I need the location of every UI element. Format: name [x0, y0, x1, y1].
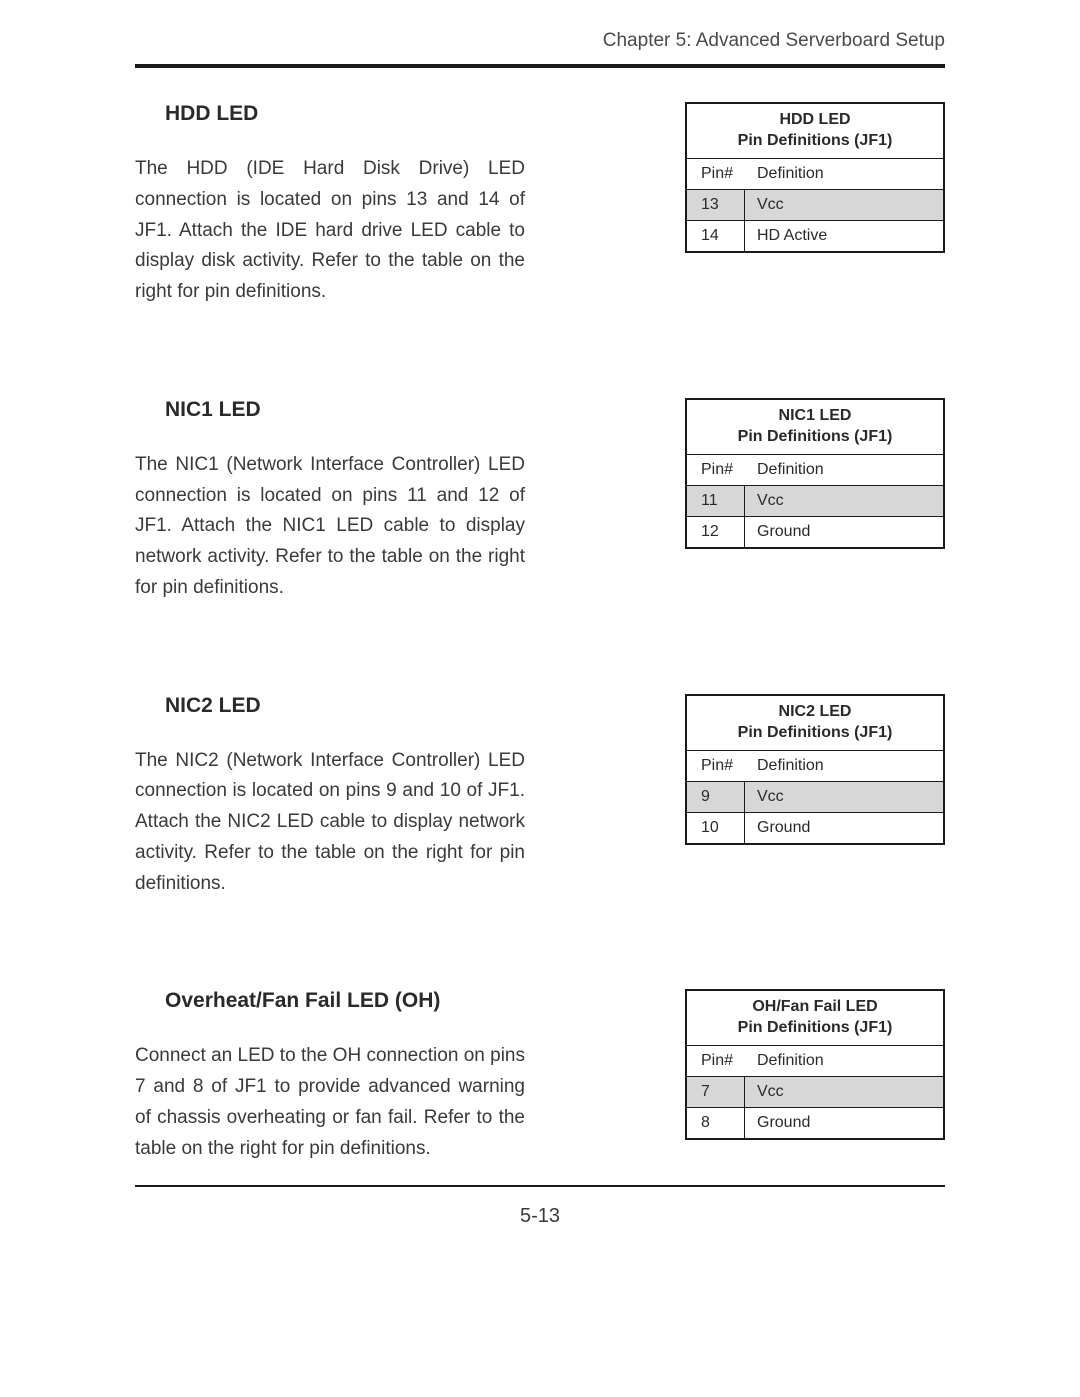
- table-row: 10Ground: [687, 813, 943, 843]
- table-header-row: Pin#Definition: [687, 455, 943, 486]
- col-pin-header: Pin#: [687, 751, 745, 781]
- cell-definition: Ground: [745, 813, 943, 843]
- page-number: 5-13: [135, 1205, 945, 1228]
- col-def-header: Definition: [745, 1046, 943, 1076]
- table-caption-1: NIC2 LED: [687, 696, 943, 724]
- section-body: Connect an LED to the OH connection on p…: [135, 1041, 525, 1164]
- col-pin-header: Pin#: [687, 159, 745, 189]
- section-table-col: NIC2 LEDPin Definitions (JF1)Pin#Definit…: [685, 694, 945, 845]
- section-table-col: HDD LEDPin Definitions (JF1)Pin#Definiti…: [685, 102, 945, 253]
- table-row: 13Vcc: [687, 190, 943, 221]
- table-row: 9Vcc: [687, 782, 943, 813]
- pin-table: OH/Fan Fail LEDPin Definitions (JF1)Pin#…: [685, 989, 945, 1140]
- table-row: 8Ground: [687, 1108, 943, 1138]
- section-3: Overheat/Fan Fail LED (OH) Connect an LED…: [135, 989, 945, 1164]
- table-header-row: Pin#Definition: [687, 1046, 943, 1077]
- top-rule: [135, 64, 945, 68]
- cell-definition: Vcc: [745, 190, 943, 220]
- section-title: NIC2 LED: [165, 694, 525, 718]
- pin-table: NIC2 LEDPin Definitions (JF1)Pin#Definit…: [685, 694, 945, 845]
- section-text-col: Overheat/Fan Fail LED (OH) Connect an LED…: [135, 989, 525, 1164]
- cell-pin: 14: [687, 221, 745, 251]
- cell-definition: Vcc: [745, 1077, 943, 1107]
- table-row: 12Ground: [687, 517, 943, 547]
- table-row: 11Vcc: [687, 486, 943, 517]
- col-pin-header: Pin#: [687, 1046, 745, 1076]
- table-row: 7Vcc: [687, 1077, 943, 1108]
- cell-pin: 7: [687, 1077, 745, 1107]
- cell-definition: Vcc: [745, 782, 943, 812]
- pin-table: NIC1 LEDPin Definitions (JF1)Pin#Definit…: [685, 398, 945, 549]
- section-text-col: HDD LED The HDD (IDE Hard Disk Drive) LED…: [135, 102, 525, 308]
- section-1: NIC1 LED The NIC1 (Network Interface Cont…: [135, 398, 945, 604]
- section-table-col: OH/Fan Fail LEDPin Definitions (JF1)Pin#…: [685, 989, 945, 1140]
- table-header-row: Pin#Definition: [687, 159, 943, 190]
- table-caption-1: OH/Fan Fail LED: [687, 991, 943, 1019]
- section-title: NIC1 LED: [165, 398, 525, 422]
- section-body: The NIC2 (Network Interface Controller) …: [135, 746, 525, 900]
- cell-pin: 8: [687, 1108, 745, 1138]
- cell-pin: 11: [687, 486, 745, 516]
- table-caption-2: Pin Definitions (JF1): [687, 132, 943, 159]
- cell-pin: 13: [687, 190, 745, 220]
- section-title: HDD LED: [165, 102, 525, 126]
- section-text-col: NIC1 LED The NIC1 (Network Interface Cont…: [135, 398, 525, 604]
- table-row: 14HD Active: [687, 221, 943, 251]
- section-table-col: NIC1 LEDPin Definitions (JF1)Pin#Definit…: [685, 398, 945, 549]
- table-caption-1: HDD LED: [687, 104, 943, 132]
- cell-pin: 12: [687, 517, 745, 547]
- table-caption-2: Pin Definitions (JF1): [687, 428, 943, 455]
- col-pin-header: Pin#: [687, 455, 745, 485]
- table-caption-1: NIC1 LED: [687, 400, 943, 428]
- chapter-header: Chapter 5: Advanced Serverboard Setup: [135, 30, 945, 52]
- cell-definition: Ground: [745, 517, 943, 547]
- cell-pin: 9: [687, 782, 745, 812]
- section-title: Overheat/Fan Fail LED (OH): [165, 989, 525, 1013]
- page: Chapter 5: Advanced Serverboard Setup HD…: [0, 0, 1080, 1268]
- pin-table: HDD LEDPin Definitions (JF1)Pin#Definiti…: [685, 102, 945, 253]
- cell-definition: Vcc: [745, 486, 943, 516]
- section-0: HDD LED The HDD (IDE Hard Disk Drive) LED…: [135, 102, 945, 308]
- section-text-col: NIC2 LED The NIC2 (Network Interface Cont…: [135, 694, 525, 900]
- col-def-header: Definition: [745, 455, 943, 485]
- table-caption-2: Pin Definitions (JF1): [687, 724, 943, 751]
- section-2: NIC2 LED The NIC2 (Network Interface Cont…: [135, 694, 945, 900]
- col-def-header: Definition: [745, 751, 943, 781]
- bottom-rule: [135, 1185, 945, 1187]
- col-def-header: Definition: [745, 159, 943, 189]
- cell-definition: Ground: [745, 1108, 943, 1138]
- section-body: The HDD (IDE Hard Disk Drive) LED connec…: [135, 154, 525, 308]
- table-header-row: Pin#Definition: [687, 751, 943, 782]
- cell-pin: 10: [687, 813, 745, 843]
- section-body: The NIC1 (Network Interface Controller) …: [135, 450, 525, 604]
- table-caption-2: Pin Definitions (JF1): [687, 1019, 943, 1046]
- cell-definition: HD Active: [745, 221, 943, 251]
